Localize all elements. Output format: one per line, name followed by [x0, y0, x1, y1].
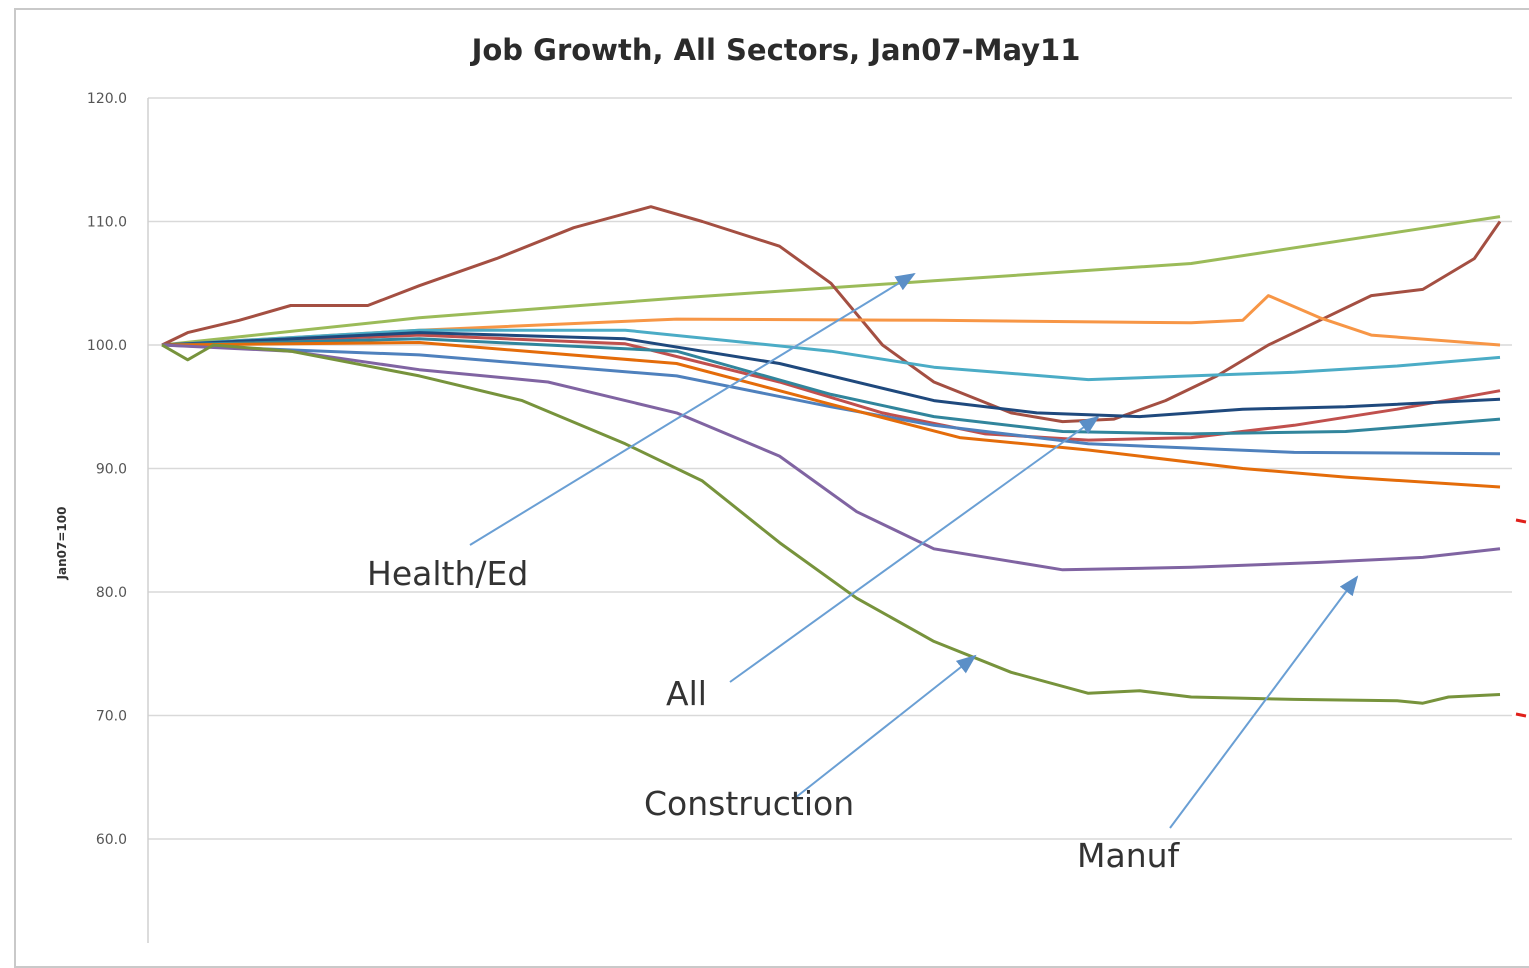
annotation-label: All	[666, 674, 707, 713]
data-lines	[161, 205, 1502, 705]
y-tick-label: 100.0	[87, 338, 127, 354]
y-tick-label: 90.0	[96, 462, 127, 478]
series-line-4	[161, 333, 1501, 442]
y-tick-label: 120.0	[87, 91, 127, 107]
series-line-7	[161, 343, 1501, 456]
series-line-3	[161, 328, 1501, 382]
annotation-arrows	[469, 272, 1359, 829]
annotation-label: Health/Ed	[367, 554, 528, 593]
annotation-arrow	[1169, 575, 1359, 829]
series-line-10	[161, 343, 1501, 705]
series-line-8	[161, 341, 1501, 489]
annotation-label: Manuf	[1077, 836, 1181, 875]
y-tick-label: 80.0	[96, 585, 127, 601]
annotation-label: Construction	[644, 784, 854, 823]
annotation-arrow	[469, 272, 916, 546]
gridlines	[147, 97, 1512, 943]
y-axis-label: Jan07=100	[55, 507, 69, 581]
annotation-labels: Health/Ed All Construction Manuf	[367, 554, 1181, 875]
series-line-9	[161, 343, 1501, 572]
series-line-1	[161, 205, 1502, 424]
series-line-6	[161, 337, 1501, 436]
series-line-5	[161, 331, 1501, 419]
series-line-2	[161, 294, 1501, 347]
annotation-arrow	[794, 654, 977, 799]
series-line-0	[161, 215, 1501, 347]
annotation-arrow	[729, 415, 1100, 683]
y-axis-ticks: 120.0 110.0 100.0 90.0 80.0 70.0 60.0	[87, 91, 127, 848]
line-chart: 120.0 110.0 100.0 90.0 80.0 70.0 60.0 Health/E…	[55, 33, 1527, 943]
y-tick-label: 60.0	[96, 832, 127, 848]
y-tick-label: 70.0	[96, 709, 127, 725]
red-dash-mark	[1515, 518, 1527, 524]
y-tick-label: 110.0	[87, 215, 127, 231]
red-dash-mark	[1515, 712, 1527, 718]
chart-title: Job Growth, All Sectors, Jan07-May11	[470, 33, 1081, 67]
